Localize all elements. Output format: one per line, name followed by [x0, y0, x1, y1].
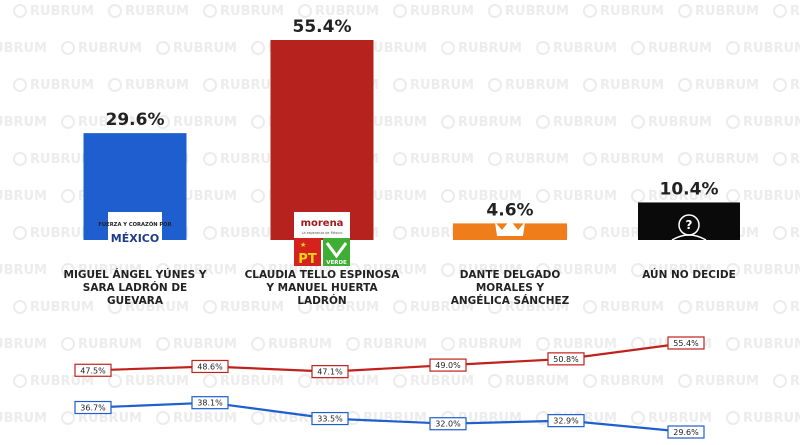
trend-series-red-label: 50.8% [553, 355, 579, 364]
bar-tello [270, 40, 374, 240]
unknown-person-icon: ? [671, 214, 707, 241]
trend-series-blue-point [667, 425, 705, 439]
candidate-label-yunes: MIGUEL ÁNGEL YÚNES Y [64, 268, 207, 281]
morena-tag: La esperanza de México [302, 231, 343, 235]
pt-star-icon: ★ [300, 241, 306, 249]
candidate-label-yunes: GUEVARA [107, 295, 164, 307]
trend-series-red-point [74, 363, 112, 377]
trend-series-blue-label: 32.9% [553, 417, 579, 426]
bar-undecided [638, 202, 740, 240]
bar-value-label-tello: 55.4% [293, 17, 352, 37]
mc-line-1: MOVIMIENTO [494, 240, 526, 246]
morena-pt-verde-logo: morena La esperanza de México ★ PT VERDE [294, 212, 350, 267]
candidate-label-tello: CLAUDIA TELLO ESPINOSA [245, 269, 401, 281]
trend-series-blue-point [74, 400, 112, 415]
candidate-label-delgado: MORALES Y [476, 282, 545, 294]
candidate-label-delgado: DANTE DELGADO [460, 269, 561, 281]
verde-label: VERDE [326, 260, 347, 266]
trend-series-blue-point [429, 417, 467, 431]
bar-value-label-delgado: 4.6% [486, 200, 533, 220]
morena-label: morena [301, 218, 344, 229]
candidate-label-yunes: SARA LADRÓN DE [83, 281, 187, 294]
trend-series-red-point [667, 336, 705, 350]
trend-series-red-label: 49.0% [435, 361, 461, 370]
logo-line-2: MÉXICO [111, 232, 159, 245]
candidate-label-tello: Y MANUEL HUERTA [265, 282, 378, 294]
trend-series-blue-label: 29.6% [673, 428, 699, 437]
candidate-label-undecided: AÚN NO DECIDE [642, 268, 736, 281]
trend-series-blue-label: 33.5% [317, 415, 343, 424]
question-mark-icon: ? [686, 218, 693, 232]
pt-badge [294, 238, 321, 266]
eagle-icon [495, 220, 525, 236]
trend-series-red-label: 48.6% [197, 362, 223, 371]
trend-series-blue-label: 38.1% [197, 399, 223, 408]
movimiento-ciudadano-logo: MOVIMIENTO CIUDADANO [491, 220, 529, 253]
trend-series-red-point [311, 365, 349, 379]
trend-series-red-point [191, 359, 229, 374]
trend-series-red-line [92, 341, 687, 373]
trend-series-blue-line [92, 401, 687, 434]
trend-series-blue-label: 36.7% [80, 404, 106, 413]
mc-line-2: CIUDADANO [491, 247, 529, 253]
trend-chart: 47.5% 48.6% 47.1% 49.0% 50.8% 55.4% 36.7% 38.1%… [74, 336, 705, 439]
trend-series-red-label: 47.5% [80, 366, 106, 375]
party-logos: FUERZA Y CORAZÓN POR MÉXICO morena La es… [98, 212, 707, 267]
bar-value-label-yunes: 29.6% [106, 110, 165, 130]
candidate-label-delgado: ANGÉLICA SÁNCHEZ [451, 294, 570, 307]
verde-check-icon [325, 242, 348, 259]
trend-series-blue-label: 32.0% [435, 420, 461, 429]
trend-series-blue-point [547, 414, 585, 428]
pt-label: PT [298, 252, 317, 267]
trend-series-red-point [429, 358, 467, 372]
trend-series-red-label: 47.1% [317, 368, 343, 377]
trend-series-blue-point [311, 411, 349, 426]
trend-series-blue-point [191, 396, 229, 410]
trend-series-red-label: 55.4% [673, 339, 699, 348]
fuerza-mexico-logo: FUERZA Y CORAZÓN POR MÉXICO [98, 212, 172, 246]
trend-series-red-point [547, 352, 585, 366]
bar-value-label-undecided: 10.4% [660, 179, 719, 199]
logo-line-1: FUERZA Y CORAZÓN POR [98, 221, 171, 228]
candidate-label-tello: LADRÓN [297, 294, 346, 307]
